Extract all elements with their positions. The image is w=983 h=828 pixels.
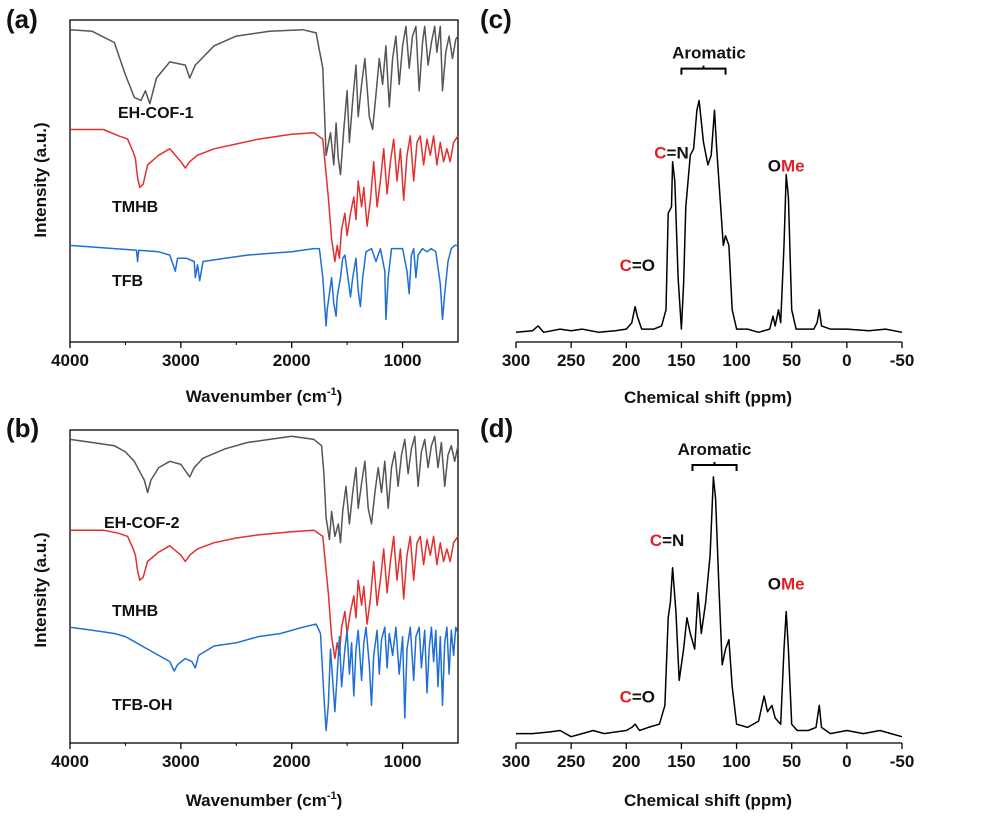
x-tick-label-d: 100 xyxy=(722,752,750,771)
x-tick-label-b: 1000 xyxy=(384,752,422,771)
series-label: TMHB xyxy=(112,199,158,216)
aromatic-bracket xyxy=(680,67,727,75)
panel-a: (a) Intensity (a.u.) Wavenumber (cm-1) xyxy=(6,4,342,406)
series-label: EH-COF-2 xyxy=(104,515,180,532)
panel-b: (b) Intensity (a.u.) Wavenumber (cm-1) xyxy=(6,413,342,810)
x-tick-label-b: 2000 xyxy=(273,752,311,771)
annotation-red: Me xyxy=(781,575,805,594)
plot-a: 4000 3000 2000 1000 EH-COF-1 TMHB TFB xyxy=(51,19,459,370)
xlabel-b: Wavenumber (cm-1) xyxy=(186,790,343,810)
annotation-post: =O xyxy=(632,687,655,706)
plot-frame-b xyxy=(69,429,459,744)
x-tick-label-a: 2000 xyxy=(273,351,311,370)
x-tick-label-c: 100 xyxy=(722,351,750,370)
x-tick-label-c: 150 xyxy=(667,351,695,370)
x-tick-label-b: 3000 xyxy=(162,752,200,771)
x-tick-label-d: 50 xyxy=(782,752,801,771)
x-tick-label-d: 0 xyxy=(842,752,851,771)
annotation-red: C xyxy=(620,687,632,706)
peak-annotation-c: C=O xyxy=(620,256,655,275)
panel-c: (c) Chemical shift (ppm) xyxy=(480,4,792,407)
panel-label-d: (d) xyxy=(480,413,513,443)
x-tick-label-c: 250 xyxy=(557,351,585,370)
ylabel-a: Intensity (a.u.) xyxy=(31,122,50,237)
peak-annotation-c: Aromatic xyxy=(672,44,746,63)
annotation-pre: O xyxy=(768,575,781,594)
annotation-post: =N xyxy=(662,531,684,550)
series-line-b-tfb-oh xyxy=(69,623,459,732)
series-line-b-eh-cof-2 xyxy=(69,435,459,544)
series-label: TMHB xyxy=(112,603,158,620)
annotation-pre: O xyxy=(768,156,781,175)
x-tick-label-a: 4000 xyxy=(51,351,89,370)
ylabel-b: Intensity (a.u.) xyxy=(31,532,50,647)
series-line-b-tmhb xyxy=(70,529,459,660)
plot-b: 4000 3000 2000 1000 EH-COF-2 TMHB TFB-OH xyxy=(51,429,459,771)
peak-annotation-d: OMe xyxy=(768,575,805,594)
series-line-a-tfb xyxy=(69,244,458,327)
annotation-red: C xyxy=(650,531,662,550)
panel-label-a: (a) xyxy=(6,4,38,34)
plot-frame-a xyxy=(69,19,459,343)
aromatic-bracket xyxy=(691,464,738,472)
series-line-a-tmhb xyxy=(70,128,459,263)
annotation-text: Aromatic xyxy=(678,440,752,459)
panel-label-c: (c) xyxy=(480,4,512,34)
x-tick-label-d: -50 xyxy=(890,752,915,771)
x-tick-label-d: 200 xyxy=(612,752,640,771)
panel-label-b: (b) xyxy=(6,413,39,443)
xlabel-c: Chemical shift (ppm) xyxy=(624,388,792,407)
peak-annotation-d: Aromatic xyxy=(678,440,752,459)
annotation-red: Me xyxy=(781,156,805,175)
annotation-post: =N xyxy=(667,143,689,162)
annotation-red: C xyxy=(654,143,666,162)
series-label: TFB-OH xyxy=(112,697,172,714)
annotation-post: =O xyxy=(632,256,655,275)
series-line-a-eh-cof-1 xyxy=(69,25,459,176)
x-tick-label-c: -50 xyxy=(890,351,915,370)
annotation-text: Aromatic xyxy=(672,44,746,63)
series-line-c-0 xyxy=(515,99,903,334)
x-tick-label-b: 4000 xyxy=(51,752,89,771)
peak-annotation-c: C=N xyxy=(654,143,689,162)
series-line-d-0 xyxy=(516,476,903,738)
x-tick-label-d: 150 xyxy=(667,752,695,771)
x-tick-label-a: 1000 xyxy=(384,351,422,370)
annotation-red: C xyxy=(620,256,632,275)
x-tick-label-c: 200 xyxy=(612,351,640,370)
x-tick-label-a: 3000 xyxy=(162,351,200,370)
panel-d: (d) Chemical shift (ppm) xyxy=(480,413,792,810)
peak-annotation-c: OMe xyxy=(768,156,805,175)
x-tick-label-c: 50 xyxy=(782,351,801,370)
x-tick-label-d: 300 xyxy=(502,752,530,771)
xlabel-d: Chemical shift (ppm) xyxy=(624,791,792,810)
series-label: TFB xyxy=(112,273,143,290)
peak-annotation-d: C=N xyxy=(650,531,685,550)
peak-annotation-d: C=O xyxy=(620,687,655,706)
x-tick-label-d: 250 xyxy=(557,752,585,771)
x-tick-label-c: 300 xyxy=(502,351,530,370)
x-tick-label-c: 0 xyxy=(842,351,851,370)
series-label: EH-COF-1 xyxy=(118,105,194,122)
xlabel-a: Wavenumber (cm-1) xyxy=(186,386,343,406)
